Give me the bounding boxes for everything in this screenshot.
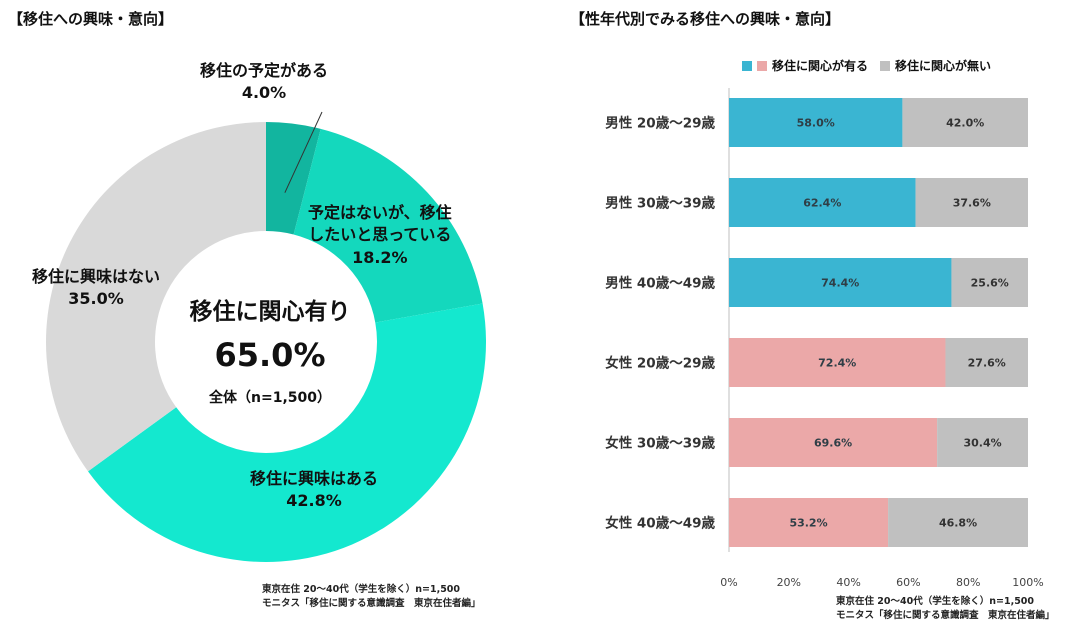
x-tick-label: 100%: [1012, 576, 1043, 589]
legend-item-no-interest: 移住に関心が無い: [880, 57, 991, 74]
bar-no-interest: [902, 98, 1028, 147]
slice-value-want: 18.2%: [352, 247, 408, 267]
bar-category-label: 男性 40歳～49歳: [605, 275, 715, 292]
bar-no-interest-label: 37.6%: [953, 197, 991, 210]
x-tick-label: 0%: [720, 576, 737, 589]
bar-interest-label: 58.0%: [797, 117, 835, 130]
bar-no-interest: [945, 338, 1028, 387]
bar-no-interest: [951, 258, 1028, 307]
legend-swatch-no-interest: [880, 60, 891, 71]
legend-label-interest: 移住に関心が有る: [772, 59, 869, 73]
bar-interest: [729, 338, 946, 387]
bar-title: 【性年代別でみる移住への興味・意向】: [570, 10, 841, 28]
slice-label-plan-text: 移住の予定がある: [200, 61, 329, 80]
x-tick-label: 40%: [836, 576, 860, 589]
bar-interest-label: 69.6%: [814, 437, 852, 450]
bar-no-interest-label: 42.0%: [946, 117, 984, 130]
donut-center-note: 全体（n=1,500）: [209, 390, 331, 406]
legend-item-interest: 移住に関心が有る: [742, 57, 868, 74]
donut-source: 東京在住 20～40代（学生を除く）n=1,500 モニタス「移住に関する意識調…: [262, 583, 481, 611]
bar-interest-label: 72.4%: [818, 357, 856, 370]
slice-value-interest: 42.8%: [286, 491, 342, 511]
slice-label-want-line1: 予定はないが、移住: [308, 203, 452, 222]
bar-source-line1: 東京在住 20～40代（学生を除く）n=1,500: [836, 596, 1035, 607]
slice-none: [46, 121, 267, 472]
bar-category-label: 女性 30歳～39歳: [605, 435, 715, 452]
donut-source-line1: 東京在住 20～40代（学生を除く）n=1,500: [262, 584, 461, 595]
bar-interest-label: 53.2%: [789, 517, 827, 530]
bar-no-interest-label: 46.8%: [939, 517, 977, 530]
slice-label-none: 移住に興味はない 35.0%: [32, 266, 160, 311]
bar-no-interest-label: 25.6%: [971, 277, 1009, 290]
bar-source-line2: モニタス「移住に関する意識調査 東京在住者編」: [836, 609, 1055, 621]
x-tick-label: 80%: [956, 576, 980, 589]
bar-category-label: 女性 20歳～29歳: [605, 355, 715, 372]
donut-center-value: 65.0%: [214, 336, 326, 374]
bar-interest-label: 62.4%: [803, 197, 841, 210]
bar-no-interest: [888, 498, 1028, 547]
bar-no-interest: [937, 418, 1028, 467]
slice-value-plan: 4.0%: [241, 83, 287, 103]
legend-swatch-male-interest: [742, 60, 752, 71]
slice-plan-leader-line: [284, 111, 323, 193]
donut-source-line2: モニタス「移住に関する意識調査 東京在住者編」: [262, 597, 481, 609]
bar-no-interest: [915, 178, 1028, 227]
bar-interest: [729, 178, 916, 227]
bar-source: 東京在住 20～40代（学生を除く）n=1,500 モニタス「移住に関する意識調…: [836, 595, 1055, 623]
slice-label-interest-text: 移住に興味はある: [250, 469, 379, 488]
slice-label-none-text: 移住に興味はない: [32, 267, 161, 286]
slice-plan: [266, 122, 321, 235]
slice-want: [293, 128, 483, 323]
donut-chart: [46, 111, 486, 562]
bar-category-label: 男性 20歳～29歳: [605, 115, 715, 132]
donut-center-heading: 移住に関心有り: [189, 299, 351, 325]
bar-interest: [729, 418, 938, 467]
bar-legend: 移住に関心が有る 移住に関心が無い: [742, 57, 1003, 74]
donut-title: 【移住への興味・意向】: [8, 10, 174, 28]
slice-label-interest: 移住に興味はある 42.8%: [250, 468, 378, 513]
legend-label-no-interest: 移住に関心が無い: [895, 59, 992, 73]
bar-category-label: 女性 40歳～49歳: [605, 515, 715, 532]
bar-interest: [729, 258, 952, 307]
bar-interest: [729, 98, 903, 147]
slice-value-none: 35.0%: [68, 289, 124, 309]
x-tick-label: 20%: [777, 576, 801, 589]
legend-swatch-female-interest: [757, 60, 767, 71]
bar-no-interest-label: 27.6%: [968, 357, 1006, 370]
slice-interest: [88, 303, 486, 562]
bar-interest-label: 74.4%: [821, 277, 859, 290]
slice-label-want-line2: したいと思っている: [308, 225, 452, 245]
x-tick-label: 60%: [896, 576, 920, 589]
bar-interest: [729, 498, 889, 547]
bar-category-label: 男性 30歳～39歳: [605, 195, 715, 212]
bar-no-interest-label: 30.4%: [963, 437, 1001, 450]
slice-label-plan: 移住の予定がある 4.0%: [200, 60, 328, 105]
slice-label-want: 予定はないが、移住 したいと思っている 18.2%: [308, 202, 452, 269]
